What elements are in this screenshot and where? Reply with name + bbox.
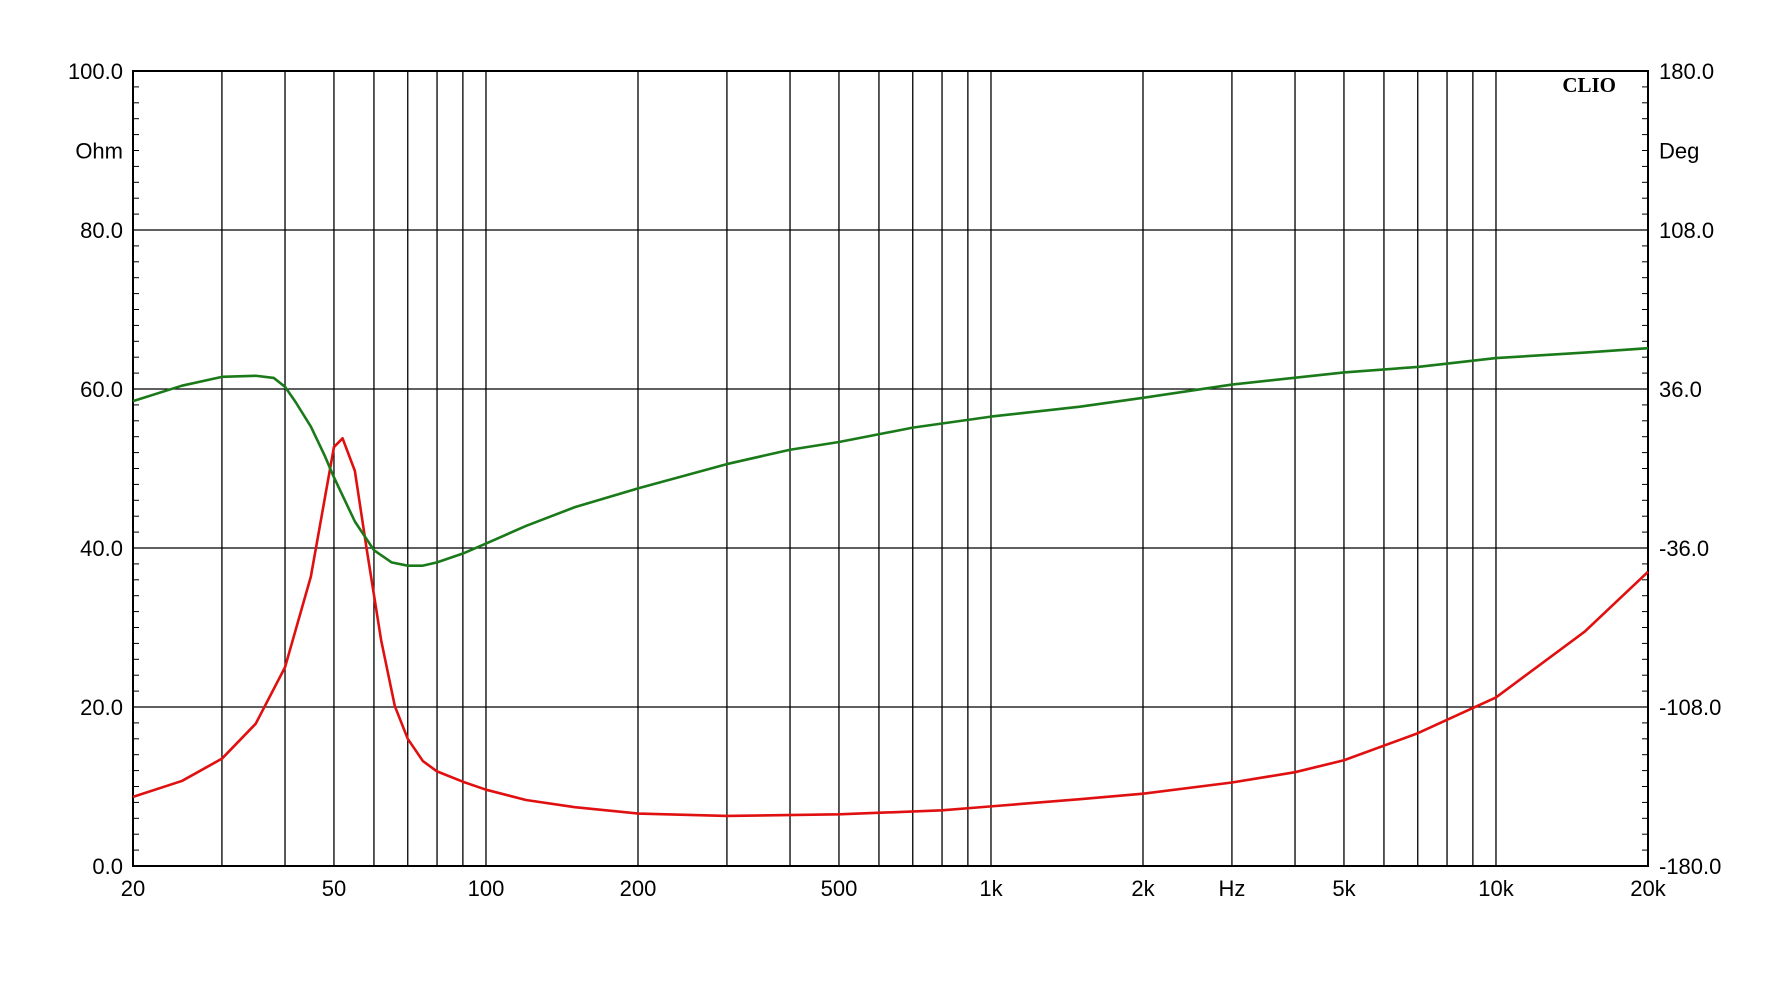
label-layer: CLIO 0.0 20.0 40.0 60.0 80.0 100.0 Ohm -180.0 -1… <box>68 59 1721 901</box>
right-y-tick-label: 108.0 <box>1659 218 1714 243</box>
x-tick-label: 2k <box>1131 876 1155 901</box>
left-y-tick-label: 0.0 <box>92 854 123 879</box>
x-unit-label: Hz <box>1218 876 1245 901</box>
x-tick-label: 1k <box>979 876 1003 901</box>
left-y-tick-label: 100.0 <box>68 59 123 84</box>
clio-brand-label: CLIO <box>1562 73 1616 97</box>
x-tick-label: 500 <box>821 876 858 901</box>
right-y-tick-label: 180.0 <box>1659 59 1714 84</box>
right-y-tick-label: -36.0 <box>1659 536 1709 561</box>
impedance-curve-series <box>132 436 1649 818</box>
x-tick-label: 100 <box>468 876 505 901</box>
left-y-tick-label: 80.0 <box>80 218 123 243</box>
x-tick-label: 50 <box>322 876 346 901</box>
left-y-tick-label: 40.0 <box>80 536 123 561</box>
left-y-tick-label: 60.0 <box>80 377 123 402</box>
frame-layer <box>132 70 1649 867</box>
left-y-tick-label: 20.0 <box>80 695 123 720</box>
x-tick-label: 20 <box>121 876 145 901</box>
right-y-tick-label: -108.0 <box>1659 695 1721 720</box>
right-y-tick-label: -180.0 <box>1659 854 1721 879</box>
x-tick-label: 10k <box>1478 876 1514 901</box>
phase-curve-series <box>132 346 1649 567</box>
left-y-unit-label: Ohm <box>75 139 123 164</box>
x-tick-label: 200 <box>620 876 657 901</box>
right-y-unit-label: Deg <box>1659 139 1699 164</box>
right-y-tick-label: 36.0 <box>1659 377 1702 402</box>
series-layer <box>132 346 1649 818</box>
x-tick-label: 5k <box>1332 876 1356 901</box>
x-tick-label: 20k <box>1630 876 1666 901</box>
